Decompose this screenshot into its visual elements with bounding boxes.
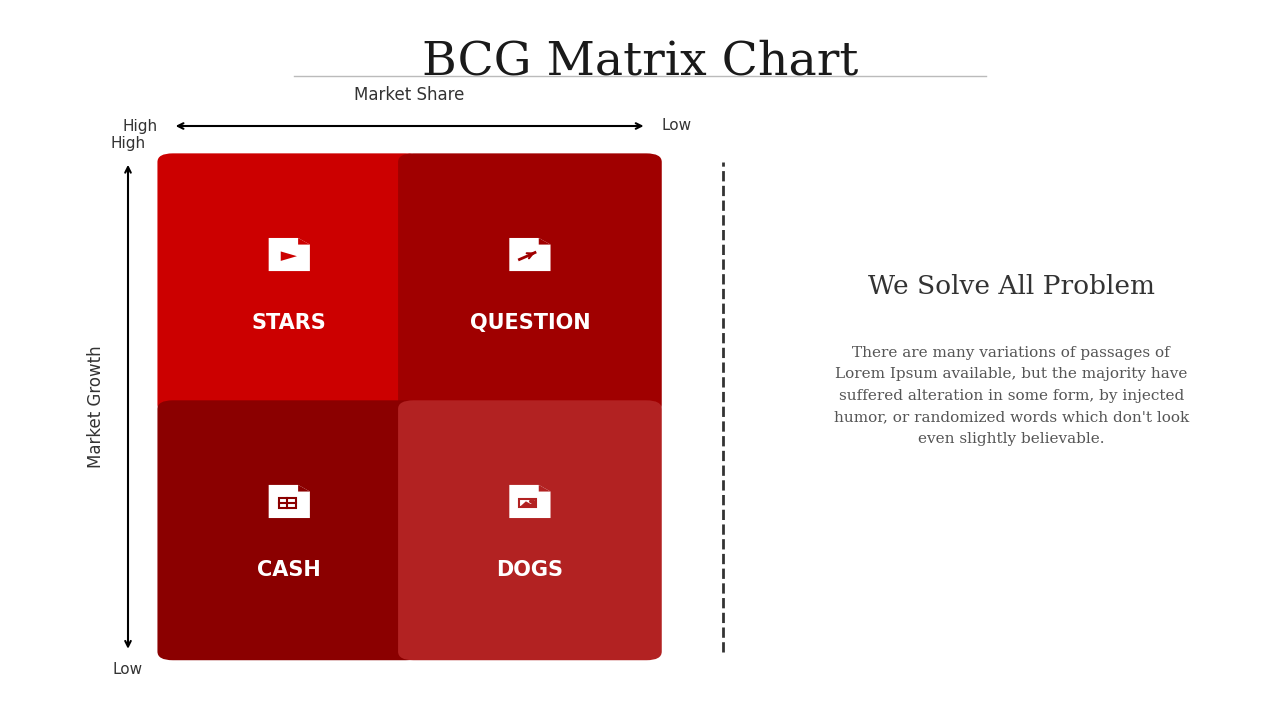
Polygon shape bbox=[298, 485, 310, 492]
Polygon shape bbox=[509, 238, 550, 271]
Polygon shape bbox=[298, 238, 310, 245]
FancyBboxPatch shape bbox=[398, 400, 662, 660]
Polygon shape bbox=[509, 485, 550, 518]
Text: Low: Low bbox=[662, 119, 692, 133]
Polygon shape bbox=[269, 238, 310, 271]
Polygon shape bbox=[539, 485, 550, 492]
Text: DOGS: DOGS bbox=[497, 560, 563, 580]
Text: High: High bbox=[123, 119, 157, 133]
Polygon shape bbox=[539, 238, 550, 245]
Text: QUESTION: QUESTION bbox=[470, 313, 590, 333]
Text: We Solve All Problem: We Solve All Problem bbox=[868, 274, 1155, 299]
Text: CASH: CASH bbox=[257, 560, 321, 580]
Circle shape bbox=[530, 500, 535, 503]
Text: STARS: STARS bbox=[252, 313, 326, 333]
Text: Market Share: Market Share bbox=[355, 86, 465, 104]
Text: Market Growth: Market Growth bbox=[87, 346, 105, 468]
Bar bbox=[279, 498, 296, 508]
Polygon shape bbox=[520, 501, 536, 507]
Text: High: High bbox=[110, 136, 146, 151]
Bar bbox=[520, 499, 536, 507]
FancyBboxPatch shape bbox=[398, 153, 662, 413]
FancyBboxPatch shape bbox=[157, 400, 421, 660]
Polygon shape bbox=[269, 485, 310, 518]
Polygon shape bbox=[280, 251, 297, 261]
Text: There are many variations of passages of
Lorem Ipsum available, but the majority: There are many variations of passages of… bbox=[833, 346, 1189, 446]
FancyBboxPatch shape bbox=[157, 153, 421, 413]
Text: Low: Low bbox=[113, 662, 143, 678]
Text: BCG Matrix Chart: BCG Matrix Chart bbox=[422, 40, 858, 85]
